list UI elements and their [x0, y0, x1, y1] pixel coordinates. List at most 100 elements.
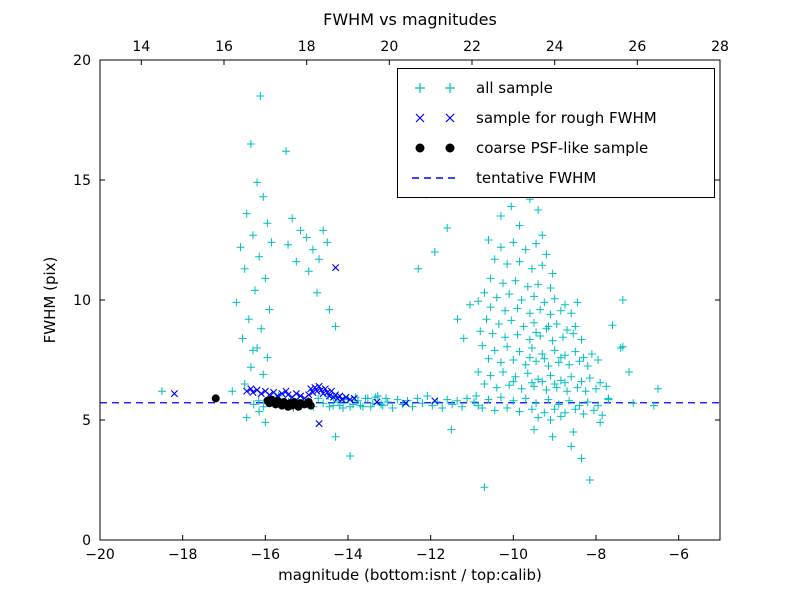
scatter-point-all-sample — [538, 350, 547, 358]
scatter-point-all-sample — [505, 381, 514, 390]
legend-entry-rough-fwhm: sample for rough FWHM — [398, 103, 714, 133]
scatter-point-all-sample — [240, 380, 249, 388]
scatter-point-all-sample — [476, 327, 485, 336]
scatter-point-all-sample — [284, 240, 293, 249]
scatter-point-all-sample — [604, 394, 613, 403]
scatter-point-all-sample — [501, 333, 510, 342]
scatter-point-rough-fwhm — [336, 392, 344, 400]
scatter-point-all-sample — [496, 212, 505, 220]
scatter-point-all-sample — [377, 400, 386, 409]
scatter-point-all-sample — [490, 406, 499, 415]
scatter-point-all-sample — [315, 255, 324, 264]
x-tick-label: −6 — [668, 547, 689, 563]
scatter-point-rough-fwhm — [257, 390, 265, 398]
scatter-point-all-sample — [501, 306, 510, 315]
scatter-point-all-sample — [538, 261, 547, 270]
scatter-point-all-sample — [382, 394, 391, 403]
scatter-point-all-sample — [538, 377, 547, 386]
scatter-point-rough-fwhm — [247, 385, 255, 393]
legend-label: coarse PSF-like sample — [476, 139, 649, 157]
scatter-point-all-sample — [519, 322, 528, 331]
scatter-point-all-sample — [507, 316, 516, 325]
scatter-point-all-sample — [443, 395, 452, 404]
y-tick-label: 20 — [73, 53, 91, 69]
scatter-point-all-sample — [488, 329, 497, 338]
scatter-point-all-sample — [538, 231, 547, 240]
scatter-point-all-sample — [525, 353, 534, 362]
scatter-point-all-sample — [592, 384, 600, 393]
scatter-point-all-sample — [261, 274, 270, 283]
scatter-point-all-sample — [550, 380, 559, 388]
scatter-point-rough-fwhm — [325, 392, 333, 400]
scatter-point-coarse-psf — [211, 394, 220, 403]
scatter-point-all-sample — [430, 248, 439, 256]
scatter-point-all-sample — [577, 454, 586, 463]
scatter-point-all-sample — [507, 202, 516, 211]
scatter-point-all-sample — [569, 428, 578, 436]
scatter-point-all-sample — [517, 384, 526, 393]
scatter-point-all-sample — [556, 376, 565, 385]
scatter-point-all-sample — [525, 309, 534, 318]
scatter-point-all-sample — [552, 320, 561, 328]
scatter-point-all-sample — [356, 401, 365, 410]
scatter-point-all-sample — [254, 396, 263, 405]
x-marker-icon — [415, 113, 455, 123]
scatter-point-all-sample — [558, 333, 567, 342]
scatter-point-all-sample — [503, 404, 512, 412]
scatter-point-all-sample — [443, 224, 452, 232]
scatter-point-all-sample — [255, 407, 264, 416]
scatter-point-all-sample — [484, 236, 493, 244]
scatter-point-all-sample — [496, 243, 505, 252]
scatter-point-all-sample — [496, 393, 505, 402]
scatter-point-all-sample — [463, 394, 472, 403]
scatter-point-all-sample — [373, 392, 382, 400]
scatter-point-all-sample — [448, 400, 457, 409]
scatter-point-all-sample — [548, 432, 557, 441]
scatter-point-all-sample — [530, 382, 538, 391]
scatter-point-all-sample — [548, 336, 557, 345]
scatter-point-all-sample — [594, 401, 603, 410]
scatter-point-all-sample — [288, 214, 297, 223]
y-tick-label: 5 — [82, 413, 91, 429]
scatter-point-all-sample — [561, 351, 569, 360]
scatter-point-all-sample — [496, 358, 505, 367]
scatter-point-all-sample — [282, 147, 290, 156]
scatter-point-all-sample — [259, 192, 268, 201]
scatter-point-all-sample — [544, 322, 553, 331]
scatter-point-all-sample — [530, 318, 538, 327]
legend-label: all sample — [476, 79, 553, 97]
scatter-point-all-sample — [325, 402, 334, 411]
scatter-point-all-sample — [346, 402, 355, 411]
scatter-point-rough-fwhm — [243, 387, 251, 395]
scatter-point-rough-fwhm — [342, 393, 350, 401]
scatter-point-all-sample — [571, 405, 580, 414]
scatter-point-all-sample — [583, 362, 592, 370]
scatter-point-all-sample — [484, 395, 493, 404]
scatter-point-all-sample — [486, 274, 495, 283]
scatter-point-rough-fwhm — [350, 394, 358, 402]
scatter-point-all-sample — [302, 233, 311, 242]
scatter-point-all-sample — [550, 405, 559, 414]
x-tick-label: −12 — [416, 547, 446, 563]
scatter-point-all-sample — [453, 396, 462, 405]
scatter-point-all-sample — [571, 347, 580, 356]
scatter-point-all-sample — [546, 371, 555, 380]
scatter-point-all-sample — [474, 401, 483, 410]
scatter-point-all-sample — [563, 326, 572, 334]
scatter-point-all-sample — [459, 334, 468, 343]
scatter-point-rough-fwhm — [332, 264, 340, 272]
scatter-point-all-sample — [255, 252, 264, 261]
scatter-point-rough-fwhm — [321, 385, 329, 393]
scatter-point-rough-fwhm — [315, 420, 323, 428]
scatter-point-all-sample — [521, 394, 530, 403]
scatter-point-all-sample — [470, 398, 479, 406]
legend-label: sample for rough FWHM — [476, 109, 657, 127]
scatter-point-all-sample — [523, 282, 532, 291]
scatter-point-all-sample — [296, 226, 305, 235]
scatter-point-all-sample — [577, 335, 586, 344]
scatter-point-all-sample — [602, 382, 611, 391]
scatter-point-all-sample — [263, 219, 272, 228]
scatter-point-all-sample — [472, 392, 481, 400]
scatter-point-all-sample — [263, 353, 272, 362]
scatter-point-all-sample — [438, 404, 447, 412]
